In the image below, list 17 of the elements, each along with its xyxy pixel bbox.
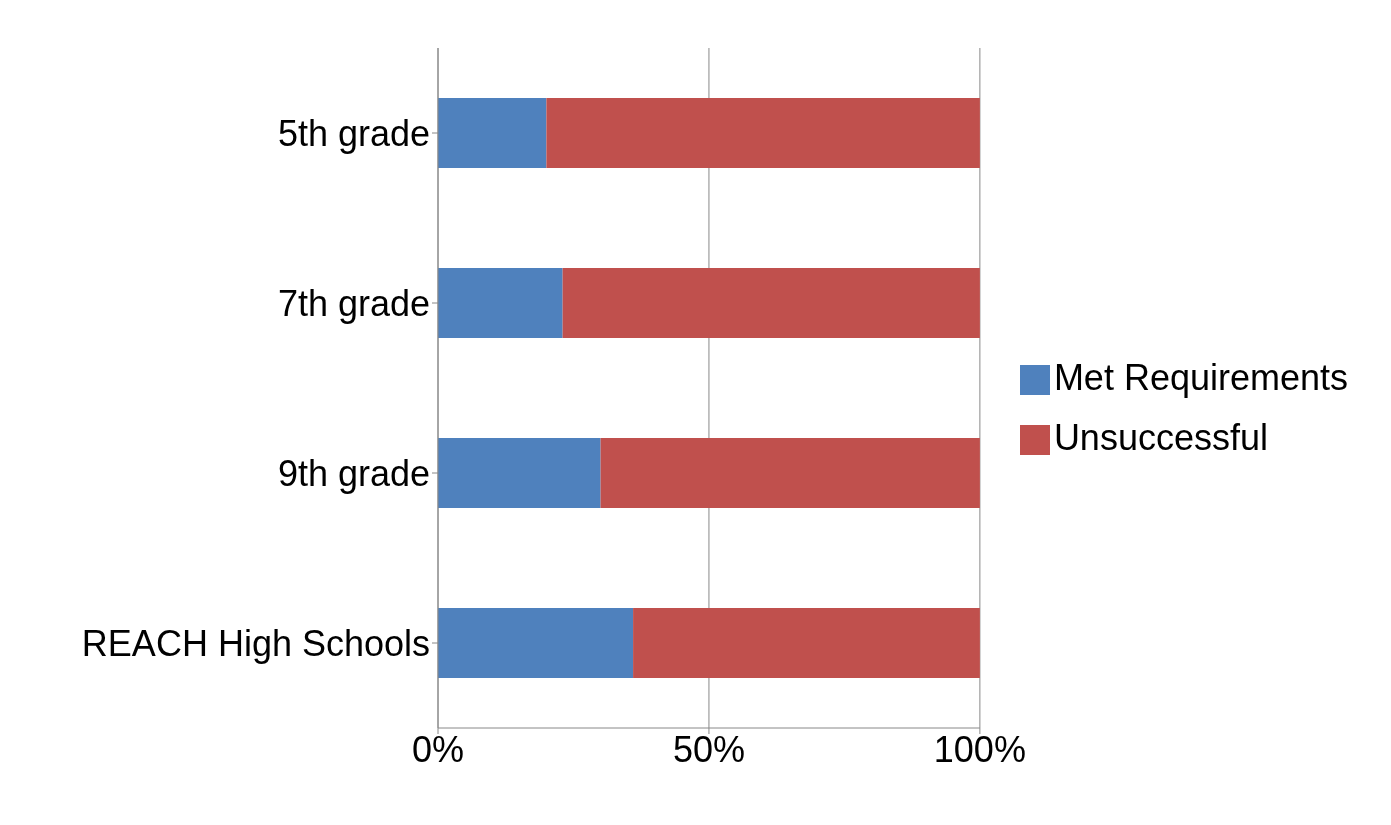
x-tick-label: 100% bbox=[933, 728, 1026, 770]
bar bbox=[438, 608, 634, 678]
bar bbox=[438, 268, 563, 338]
bar bbox=[438, 98, 547, 168]
bar bbox=[633, 608, 980, 678]
x-tick-label: 50% bbox=[672, 728, 745, 770]
bar bbox=[562, 268, 980, 338]
x-tick-label: 0% bbox=[411, 728, 465, 770]
y-tick-label: 7th grade bbox=[277, 282, 430, 324]
y-tick-label: REACH High Schools bbox=[81, 622, 430, 664]
y-tick-label: 9th grade bbox=[277, 452, 430, 494]
y-tick-label: 5th grade bbox=[277, 112, 430, 154]
bar bbox=[546, 98, 980, 168]
legend-label: Unsuccessful bbox=[1053, 417, 1268, 458]
bar bbox=[438, 438, 601, 508]
bar bbox=[600, 438, 980, 508]
legend-label: Met Requirements bbox=[1053, 357, 1348, 398]
